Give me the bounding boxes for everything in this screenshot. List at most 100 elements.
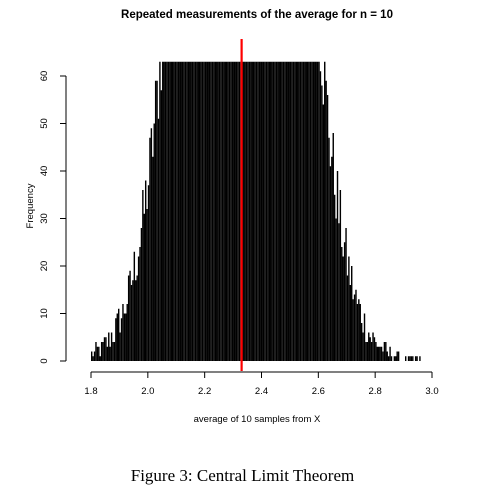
- histogram-bar: [368, 332, 370, 361]
- histogram-bar: [287, 61, 289, 361]
- histogram-bar: [419, 356, 421, 361]
- histogram-bar: [118, 308, 120, 361]
- histogram-bar: [108, 332, 110, 361]
- histogram-bar: [206, 61, 208, 361]
- histogram-bar: [167, 61, 170, 361]
- histogram-bar: [204, 61, 207, 361]
- histogram-bar: [382, 351, 384, 361]
- histogram-bar: [386, 351, 388, 361]
- histogram-bar: [146, 209, 148, 361]
- histogram-bar: [191, 61, 194, 361]
- histogram-bar: [258, 61, 261, 361]
- histogram-bar: [380, 346, 383, 361]
- histogram-bar: [132, 280, 134, 361]
- histogram-bar: [396, 351, 398, 361]
- x-tick-label: 2.4: [255, 386, 268, 397]
- histogram-bar: [152, 156, 154, 361]
- histogram-bar: [360, 323, 363, 361]
- histogram-bar: [338, 223, 340, 361]
- histogram-bar: [342, 256, 344, 361]
- histogram-bar: [318, 61, 320, 361]
- histogram-bar: [139, 247, 141, 361]
- histogram-bar: [370, 342, 373, 361]
- chart-title: Repeated measurements of the average for…: [121, 9, 393, 21]
- histogram-bar: [150, 128, 153, 361]
- histogram-bar: [224, 61, 226, 361]
- histogram-bar: [328, 137, 330, 361]
- histogram-bar: [245, 61, 248, 361]
- histogram-bar: [281, 61, 283, 361]
- histogram-bar: [247, 61, 249, 361]
- histogram-bar: [262, 61, 265, 361]
- x-tick-label: 1.8: [84, 386, 97, 397]
- histogram-bar: [203, 61, 205, 361]
- y-tick-label: 60: [39, 71, 50, 82]
- histogram-bar: [109, 346, 111, 361]
- histogram-bar: [166, 61, 168, 361]
- histogram-bar: [333, 194, 336, 361]
- histogram-bar: [106, 346, 109, 361]
- histogram-bar: [359, 304, 361, 361]
- histogram-bar: [409, 356, 411, 361]
- y-axis: 0 10 20 30 40 50 60: [39, 71, 67, 364]
- histogram-bar: [95, 342, 97, 361]
- histogram-bar: [308, 61, 310, 361]
- figure-caption: Figure 3: Central Limit Theorem: [130, 466, 355, 485]
- histogram-bar: [376, 346, 379, 361]
- histogram-bar: [244, 61, 246, 361]
- histogram-bar: [295, 61, 298, 361]
- histogram-bar: [254, 61, 256, 361]
- histogram-bar: [153, 123, 155, 361]
- y-axis-label: Frequency: [25, 183, 36, 228]
- histogram-bar: [198, 61, 201, 361]
- histogram-bar: [285, 61, 288, 361]
- histogram-bar: [147, 185, 150, 361]
- histogram-bar: [378, 346, 380, 361]
- histogram-bar: [379, 346, 381, 361]
- histogram-bar: [233, 61, 235, 361]
- histogram-bar: [329, 166, 332, 361]
- histogram-bar: [230, 61, 232, 361]
- x-tick-label: 2.0: [141, 386, 154, 397]
- histogram-bar: [92, 356, 94, 361]
- histogram-bar: [265, 61, 268, 361]
- histogram-bar: [220, 61, 222, 361]
- histogram-bar: [176, 61, 178, 361]
- histogram-bar: [356, 304, 359, 361]
- histogram-bar: [154, 80, 157, 361]
- histogram-bar: [319, 71, 322, 361]
- histogram-bar: [375, 342, 377, 361]
- x-tick-label: 2.6: [312, 386, 325, 397]
- histogram-bar: [186, 61, 188, 361]
- histogram-bar: [284, 61, 286, 361]
- histogram-bar: [171, 61, 174, 361]
- histogram-bar: [292, 61, 295, 361]
- histogram-bar: [302, 61, 305, 361]
- histogram-bar: [346, 275, 349, 361]
- histogram-bar: [257, 61, 259, 361]
- histogram-bar: [345, 228, 347, 361]
- histogram-bar: [278, 61, 280, 361]
- histogram-bar: [267, 61, 269, 361]
- histogram-chart: Repeated measurements of the average for…: [25, 9, 439, 425]
- histogram-bar: [100, 342, 103, 361]
- histogram-bar: [291, 61, 293, 361]
- x-axis: 1.8 2.0 2.2 2.4 2.6 2.8 3.0: [84, 371, 439, 397]
- histogram-bar: [385, 342, 387, 361]
- histogram-bar: [339, 190, 342, 361]
- histogram-bar: [298, 61, 300, 361]
- histogram-bar: [349, 285, 352, 361]
- histogram-bar: [156, 80, 158, 361]
- histogram-bar: [272, 61, 275, 361]
- histogram-bar: [164, 61, 167, 361]
- histogram-bar: [125, 313, 127, 361]
- histogram-bar: [324, 61, 326, 361]
- histogram-bar: [238, 61, 241, 361]
- histogram-bar: [369, 337, 371, 361]
- y-tick-label: 30: [39, 213, 50, 224]
- histogram-bar: [255, 61, 258, 361]
- histogram-bar: [348, 256, 350, 361]
- histogram-bar: [207, 61, 209, 361]
- histogram-bar: [221, 61, 224, 361]
